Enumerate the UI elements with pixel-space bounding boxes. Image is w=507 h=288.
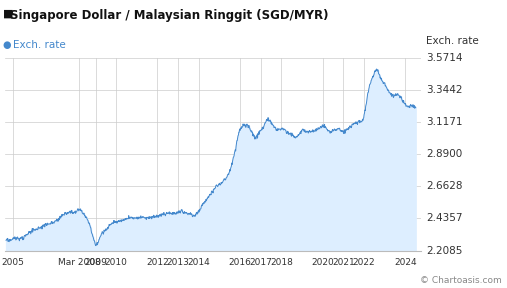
Text: Exch. rate: Exch. rate [13, 40, 65, 50]
Text: ●: ● [3, 40, 11, 50]
Text: 2.6628: 2.6628 [426, 181, 462, 191]
Text: 2.8900: 2.8900 [426, 149, 462, 159]
Text: Singapore Dollar / Malaysian Ringgit (SGD/MYR): Singapore Dollar / Malaysian Ringgit (SG… [10, 9, 329, 22]
Text: 2.4357: 2.4357 [426, 213, 462, 223]
Text: 3.3442: 3.3442 [426, 85, 462, 95]
Text: 2.2085: 2.2085 [426, 246, 462, 255]
Text: 3.1171: 3.1171 [426, 117, 462, 127]
Text: 3.5714: 3.5714 [426, 53, 462, 62]
Text: Exch. rate: Exch. rate [426, 36, 479, 46]
Text: ■: ■ [3, 9, 13, 19]
Text: © Chartoasis.com: © Chartoasis.com [420, 276, 502, 285]
